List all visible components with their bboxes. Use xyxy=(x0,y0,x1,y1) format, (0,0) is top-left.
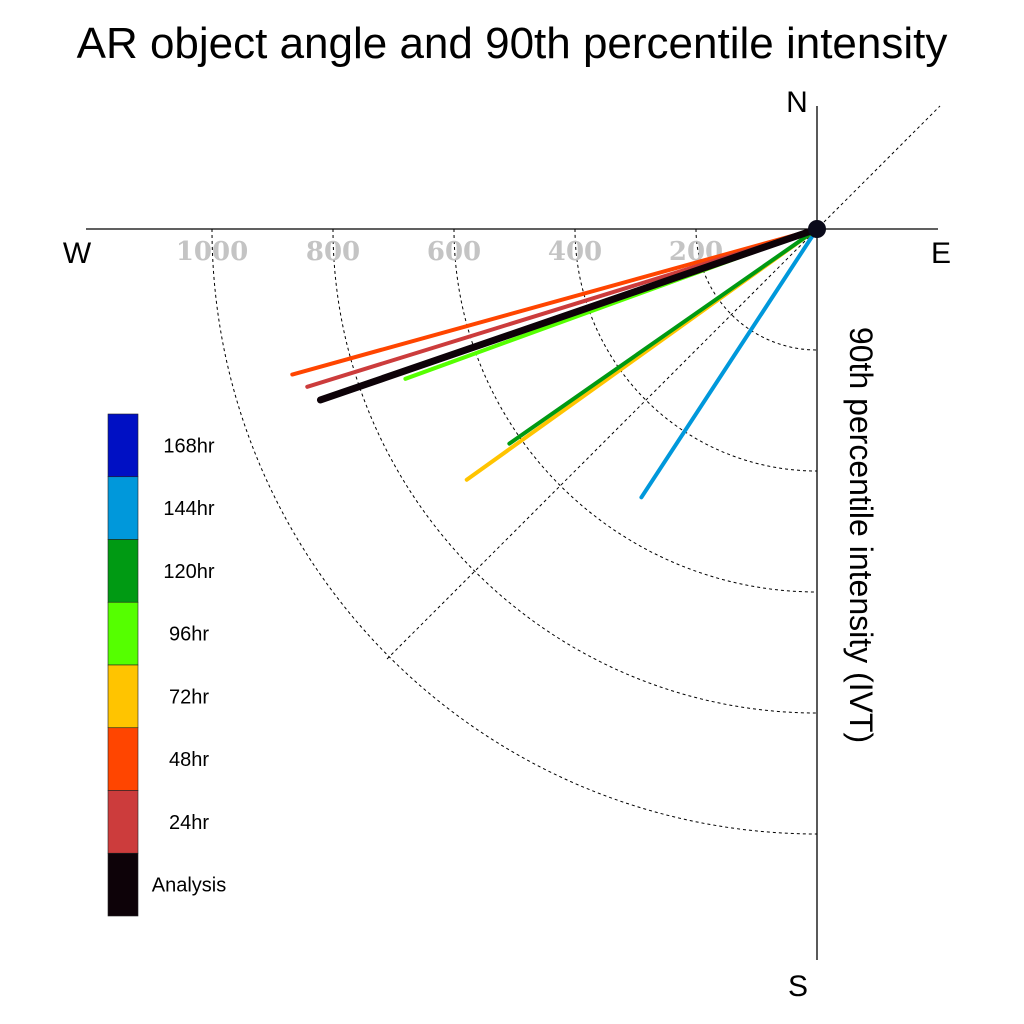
legend-swatch-24hr xyxy=(107,790,139,854)
legend-label-96hr: 96hr xyxy=(169,624,209,646)
series-line-48hr xyxy=(290,227,819,377)
series-line-144hr xyxy=(639,227,819,500)
legend-swatch-analysis xyxy=(107,852,139,917)
legend-label-24hr: 24hr xyxy=(169,812,209,834)
tick-label-600: 600 xyxy=(427,237,481,267)
grid-arc-800 xyxy=(332,228,818,714)
tick-label-400: 400 xyxy=(548,237,602,267)
legend-label-168hr: 168hr xyxy=(163,435,214,457)
compass-south: S xyxy=(788,970,808,1003)
compass-west: W xyxy=(63,237,92,270)
tick-label-1000: 1000 xyxy=(176,237,248,267)
legend-swatch-72hr xyxy=(107,664,139,729)
grid-diagonal xyxy=(386,105,941,660)
legend-swatch-144hr xyxy=(107,476,139,540)
compass-east: E xyxy=(931,237,951,270)
legend-label-72hr: 72hr xyxy=(169,686,209,708)
series-lines xyxy=(290,225,821,500)
tick-label-800: 800 xyxy=(306,237,360,267)
legend-swatch-120hr xyxy=(107,539,139,603)
legend-label-48hr: 48hr xyxy=(169,749,209,771)
legend-label-analysis: Analysis xyxy=(152,875,226,897)
grid-arc-400 xyxy=(574,228,818,472)
legend-label-120hr: 120hr xyxy=(163,561,214,583)
series-line-120hr xyxy=(507,227,819,446)
grid-arc-1000 xyxy=(211,228,818,835)
compass-north: N xyxy=(786,86,808,119)
grid-arc-200 xyxy=(695,228,818,351)
chart-title: AR object angle and 90th percentile inte… xyxy=(77,19,948,68)
legend-swatch-168hr xyxy=(107,413,139,478)
legend: 168hr 144hr 120hr 96hr 72hr 48hr 24hr Analysis xyxy=(107,413,226,917)
legend-swatch-48hr xyxy=(107,727,139,791)
legend-swatch-96hr xyxy=(107,601,139,666)
grid xyxy=(211,105,941,835)
series-line-analysis xyxy=(316,225,821,404)
legend-label-144hr: 144hr xyxy=(163,498,214,520)
origin-marker xyxy=(808,220,826,238)
radial-axis-title: 90th percentile intensity (IVT) xyxy=(843,327,879,743)
grid-arc-600 xyxy=(453,228,818,593)
